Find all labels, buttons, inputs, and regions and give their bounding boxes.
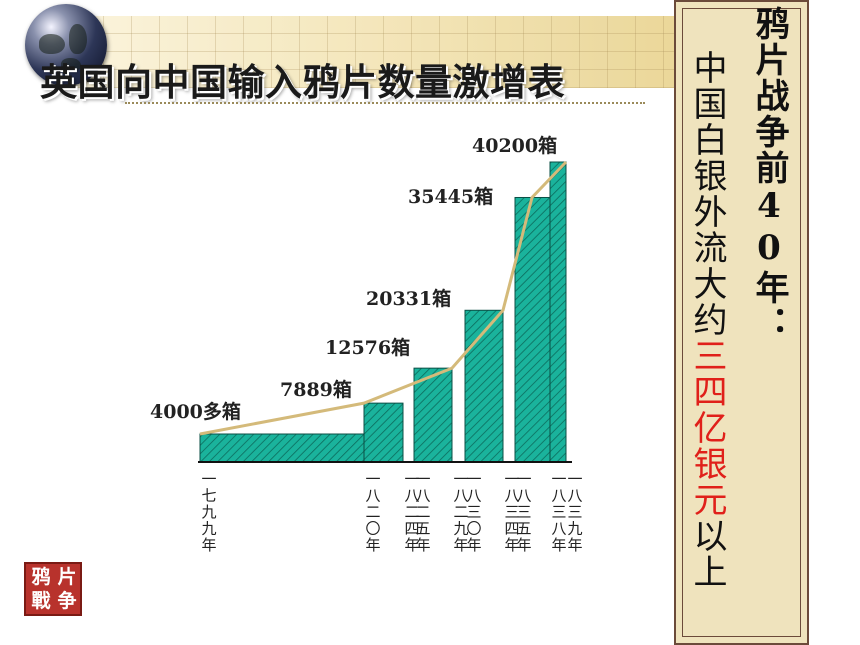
- year-label: 一八三〇年: [466, 470, 481, 554]
- opium-import-chart: 4000多箱 7889箱 12576箱 20331箱 35445箱 40200箱 一七九九…: [150, 134, 583, 554]
- seal-char: 片: [57, 566, 77, 588]
- banner-grid: [75, 16, 675, 88]
- side-panel: [674, 0, 809, 645]
- value-label: 4000多箱: [150, 400, 241, 423]
- bars-group: [199, 161, 567, 463]
- value-label: 35445箱: [408, 185, 493, 208]
- year-label: 一八二五年: [415, 470, 430, 554]
- side-body-pre: 中国白银外流大约: [687, 50, 727, 338]
- bar-1799-1820: [199, 433, 365, 463]
- trend-line: [199, 160, 568, 436]
- bar-1830-1834: [464, 309, 504, 463]
- bar-1838-1839: [549, 161, 567, 463]
- seal-char: 鸦: [31, 566, 51, 588]
- bar-1820-1824: [363, 402, 404, 463]
- year-label: 一八三五年: [516, 470, 531, 554]
- year-label: 一八三八年: [551, 470, 566, 554]
- value-label: 40200箱: [472, 134, 557, 157]
- title-underline: [125, 102, 645, 104]
- value-label: 12576箱: [325, 336, 410, 359]
- value-labels-group: 4000多箱 7889箱 12576箱 20331箱 35445箱 40200箱: [150, 134, 557, 423]
- title-banner: [75, 16, 675, 88]
- seal-icon: 鸦 片 戰 争: [24, 562, 82, 616]
- side-heading: 鸦片战争前40年：: [749, 6, 789, 342]
- side-body-highlight: 三四亿银元: [687, 338, 727, 518]
- globe-land: [61, 58, 81, 72]
- year-label: 一八二四年: [404, 470, 419, 554]
- side-body-post: 以上: [687, 518, 727, 590]
- globe-land: [69, 24, 87, 54]
- year-label: 一七九九年: [201, 470, 216, 554]
- year-label: 一八二〇年: [365, 470, 380, 554]
- seal-char: 戰: [31, 590, 51, 612]
- globe-icon: [25, 4, 107, 86]
- side-panel-border: [682, 8, 801, 637]
- year-label: 一八三九年: [567, 470, 582, 554]
- side-body: 中国白银外流大约三四亿银元以上: [687, 50, 727, 590]
- value-label: 7889箱: [280, 378, 352, 401]
- globe-land: [39, 34, 65, 54]
- seal-char: 争: [57, 590, 77, 612]
- page-title: 英国向中国输入鸦片数量激增表: [40, 61, 565, 104]
- year-label: 一八二九年: [453, 470, 468, 554]
- year-label: 一八三四年: [504, 470, 519, 554]
- value-label: 20331箱: [366, 287, 451, 310]
